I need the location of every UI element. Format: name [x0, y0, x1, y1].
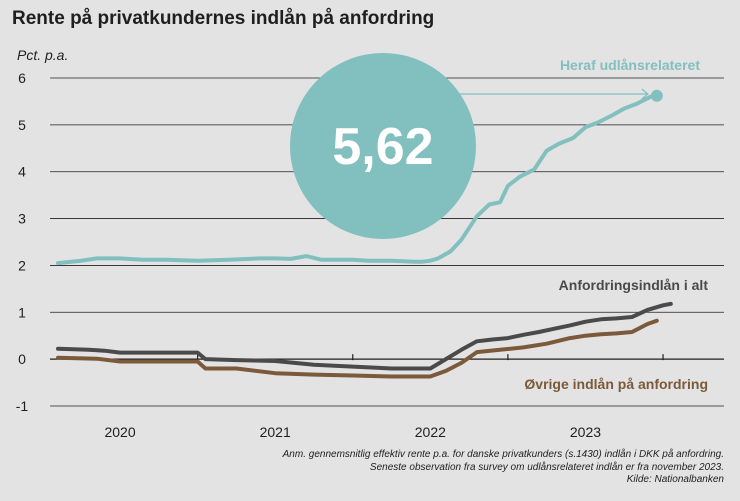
y-tick-label: 2 — [18, 257, 26, 273]
y-tick-label: 1 — [18, 304, 26, 320]
highlight-bubble: 5,62 — [290, 53, 649, 239]
y-axis-ticks: -1 0 1 2 3 4 5 6 — [16, 70, 29, 414]
x-tick-label: 2023 — [570, 424, 601, 440]
highlight-value: 5,62 — [332, 118, 433, 176]
series-line-anfordringsindlaan-i-alt — [56, 301, 673, 371]
footnote: Anm. gennemsnitlig effektiv rente p.a. f… — [283, 449, 724, 487]
series-line-udlaansrelateret — [56, 93, 659, 266]
y-tick-label: 3 — [18, 211, 26, 227]
series-label-udlaansrelateret: Heraf udlånsrelateret — [560, 57, 700, 73]
x-axis — [50, 354, 724, 361]
y-tick-label: 4 — [18, 164, 26, 180]
footnote-latest-observation: Seneste observation fra survey om udlåns… — [369, 461, 724, 473]
y-axis-label: Pct. p.a. — [17, 47, 69, 63]
y-tick-label: 6 — [18, 70, 26, 86]
arrow-head — [641, 88, 649, 100]
series-label-oevrige-indlaan: Øvrige indlån på anfordring — [524, 376, 708, 392]
series-label-anfordringsindlaan-i-alt: Anfordringsindlån i alt — [559, 277, 709, 293]
footnote-source: Kilde: Nationalbanken — [626, 474, 724, 485]
series-labels: Heraf udlånsrelateret Anfordringsindlån … — [524, 57, 708, 392]
footnote-note: Anm. gennemsnitlig effektiv rente p.a. f… — [282, 449, 724, 460]
y-tick-label: 0 — [18, 351, 26, 367]
x-tick-label: 2022 — [415, 424, 446, 440]
highlight-circle — [290, 53, 476, 239]
series-endpoints — [650, 89, 663, 102]
latest-observation-marker — [650, 89, 663, 102]
x-tick-label: 2021 — [260, 424, 291, 440]
series-line-oevrige-indlaan — [56, 318, 659, 379]
y-tick-label: -1 — [16, 398, 29, 414]
x-tick-label: 2020 — [104, 424, 135, 440]
x-axis-year-labels: 2020 2021 2022 2023 — [104, 424, 601, 440]
chart-title: Rente på privatkundernes indlån på anfor… — [12, 8, 435, 29]
series-lines — [56, 93, 673, 379]
y-tick-label: 5 — [18, 117, 26, 133]
